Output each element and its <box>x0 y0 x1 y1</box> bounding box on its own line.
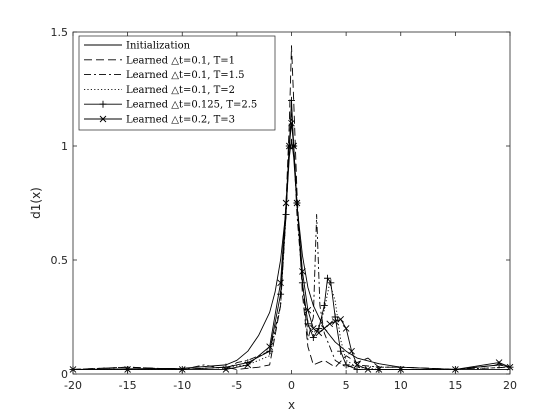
data-point <box>222 366 230 373</box>
legend-entry: Learned △t=0.2, T=3 <box>84 115 235 126</box>
legend-entry: Learned △t=0.1, T=1.5 <box>84 70 245 81</box>
series-6 <box>69 119 514 373</box>
legend-box <box>78 35 276 131</box>
data-point <box>452 366 459 373</box>
x-tick-label: -10 <box>173 379 191 392</box>
data-point <box>178 366 186 373</box>
data-point <box>342 325 350 332</box>
data-point <box>324 274 332 282</box>
data-point <box>293 199 301 207</box>
legend-label: Learned △t=0.1, T=1.5 <box>126 70 245 81</box>
data-point <box>288 119 295 127</box>
data-point <box>320 302 328 310</box>
x-tick-label: -20 <box>64 379 82 392</box>
y-tick-label: 1 <box>61 140 68 153</box>
data-point <box>266 343 273 350</box>
x-tick-label: 10 <box>394 379 408 392</box>
data-point <box>397 366 405 373</box>
data-point <box>310 325 317 332</box>
data-point <box>337 347 345 355</box>
data-point <box>277 279 284 287</box>
legend-entry: Learned △t=0.125, T=2.5 <box>84 100 257 111</box>
data-point <box>320 325 328 332</box>
data-point <box>309 334 317 342</box>
ticks-layer: -20 -15 -10 -5 0 5 10 15 20 0 0.5 1 1.5 <box>51 26 518 392</box>
data-point <box>315 329 323 337</box>
y-tick-label: 1.5 <box>51 26 69 39</box>
series-line <box>73 115 511 370</box>
legend: Initialization Learned △t=0.1, T=1 Learned… <box>78 35 276 131</box>
data-point <box>299 268 306 275</box>
data-point <box>342 361 350 369</box>
legend-label: Learned △t=0.125, T=2.5 <box>126 100 257 111</box>
legend-label: Learned △t=0.2, T=3 <box>126 115 235 126</box>
series-line <box>72 45 511 370</box>
data-point <box>353 361 361 369</box>
data-point <box>290 142 298 150</box>
x-tick-label: -5 <box>231 379 242 392</box>
data-point <box>375 366 383 373</box>
series-4 <box>73 115 511 370</box>
legend-label: Initialization <box>126 41 191 52</box>
data-point <box>315 324 323 332</box>
data-point <box>326 320 334 328</box>
data-point <box>495 359 503 366</box>
x-tick-label: -15 <box>119 379 137 392</box>
legend-label: Learned △t=0.1, T=2 <box>126 85 235 96</box>
data-point <box>337 315 344 323</box>
series-line <box>72 138 510 370</box>
legend-marker <box>99 115 107 123</box>
legend-marker <box>99 100 107 108</box>
legend-entry: Initialization <box>84 41 191 52</box>
series-1 <box>72 138 510 370</box>
data-point <box>304 320 312 328</box>
data-point <box>244 361 252 369</box>
y-tick-label: 0 <box>61 368 68 381</box>
data-point <box>353 365 361 373</box>
series-2 <box>72 45 511 370</box>
x-tick-label: 0 <box>288 379 295 392</box>
x-tick-label: 5 <box>343 379 350 392</box>
y-tick-label: 0.5 <box>51 254 69 267</box>
legend-entry: Learned △t=0.1, T=2 <box>84 85 235 96</box>
data-point <box>266 347 274 355</box>
data-point <box>288 96 295 104</box>
series-layer <box>69 45 514 373</box>
legend-entry: Learned △t=0.1, T=1 <box>84 55 235 66</box>
x-axis-label: x <box>288 398 295 412</box>
x-tick-label: 20 <box>503 379 517 392</box>
data-point <box>331 313 339 321</box>
data-point <box>304 306 312 314</box>
legend-label: Learned △t=0.1, T=1 <box>126 55 235 66</box>
data-point <box>331 318 339 325</box>
data-point <box>282 210 290 218</box>
data-point <box>282 199 290 207</box>
data-point <box>124 366 131 373</box>
x-tick-label: 15 <box>448 379 462 392</box>
data-point <box>364 366 372 373</box>
y-axis-label: d1(x) <box>29 187 43 219</box>
data-point <box>327 279 335 287</box>
data-point <box>298 279 306 287</box>
data-point <box>348 347 355 355</box>
